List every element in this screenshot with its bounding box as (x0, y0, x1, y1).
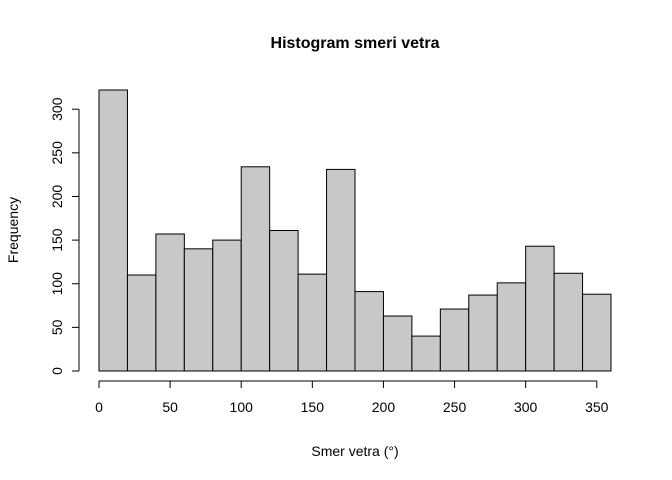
y-tick-label: 50 (49, 319, 65, 335)
histogram-bar (212, 239, 242, 372)
histogram-bar (525, 245, 555, 372)
bars-group (98, 89, 612, 372)
histogram-bar (240, 166, 271, 372)
histogram-bar (354, 291, 384, 372)
x-tick-label: 50 (162, 399, 178, 415)
chart-title: Histogram smeri vetra (271, 35, 440, 52)
histogram-bar (382, 315, 413, 372)
x-tick-label: 0 (95, 399, 103, 415)
y-tick-label: 300 (49, 97, 65, 121)
histogram-bar (155, 233, 185, 372)
x-tick-label: 350 (585, 399, 609, 415)
histogram-bar (269, 230, 299, 372)
histogram-bar (411, 335, 441, 372)
x-tick-label: 250 (443, 399, 467, 415)
y-tick-label: 200 (49, 185, 65, 209)
x-axis: 0 50 100 150 200 250 300 350 (95, 380, 609, 415)
histogram-bar (582, 293, 612, 372)
histogram-bar (183, 248, 214, 372)
y-tick-label: 0 (49, 367, 65, 375)
x-axis-label: Smer vetra (°) (311, 443, 398, 459)
x-tick-label: 300 (514, 399, 538, 415)
x-tick-label: 100 (230, 399, 254, 415)
y-axis: 0 50 100 150 200 250 300 (49, 97, 80, 375)
histogram-bar (439, 308, 470, 372)
histogram-bar (553, 272, 584, 372)
histogram-bar (98, 89, 128, 372)
y-axis-label: Frequency (5, 197, 21, 263)
histogram-bar (297, 273, 328, 372)
y-tick-label: 250 (49, 141, 65, 165)
x-tick-label: 150 (301, 399, 325, 415)
histogram-bar (326, 168, 356, 372)
y-tick-label: 100 (49, 272, 65, 296)
histogram-bar (496, 282, 527, 372)
histogram-bar (468, 294, 498, 372)
x-tick-label: 200 (372, 399, 396, 415)
histogram-bar (126, 274, 157, 372)
y-tick-label: 150 (49, 228, 65, 252)
